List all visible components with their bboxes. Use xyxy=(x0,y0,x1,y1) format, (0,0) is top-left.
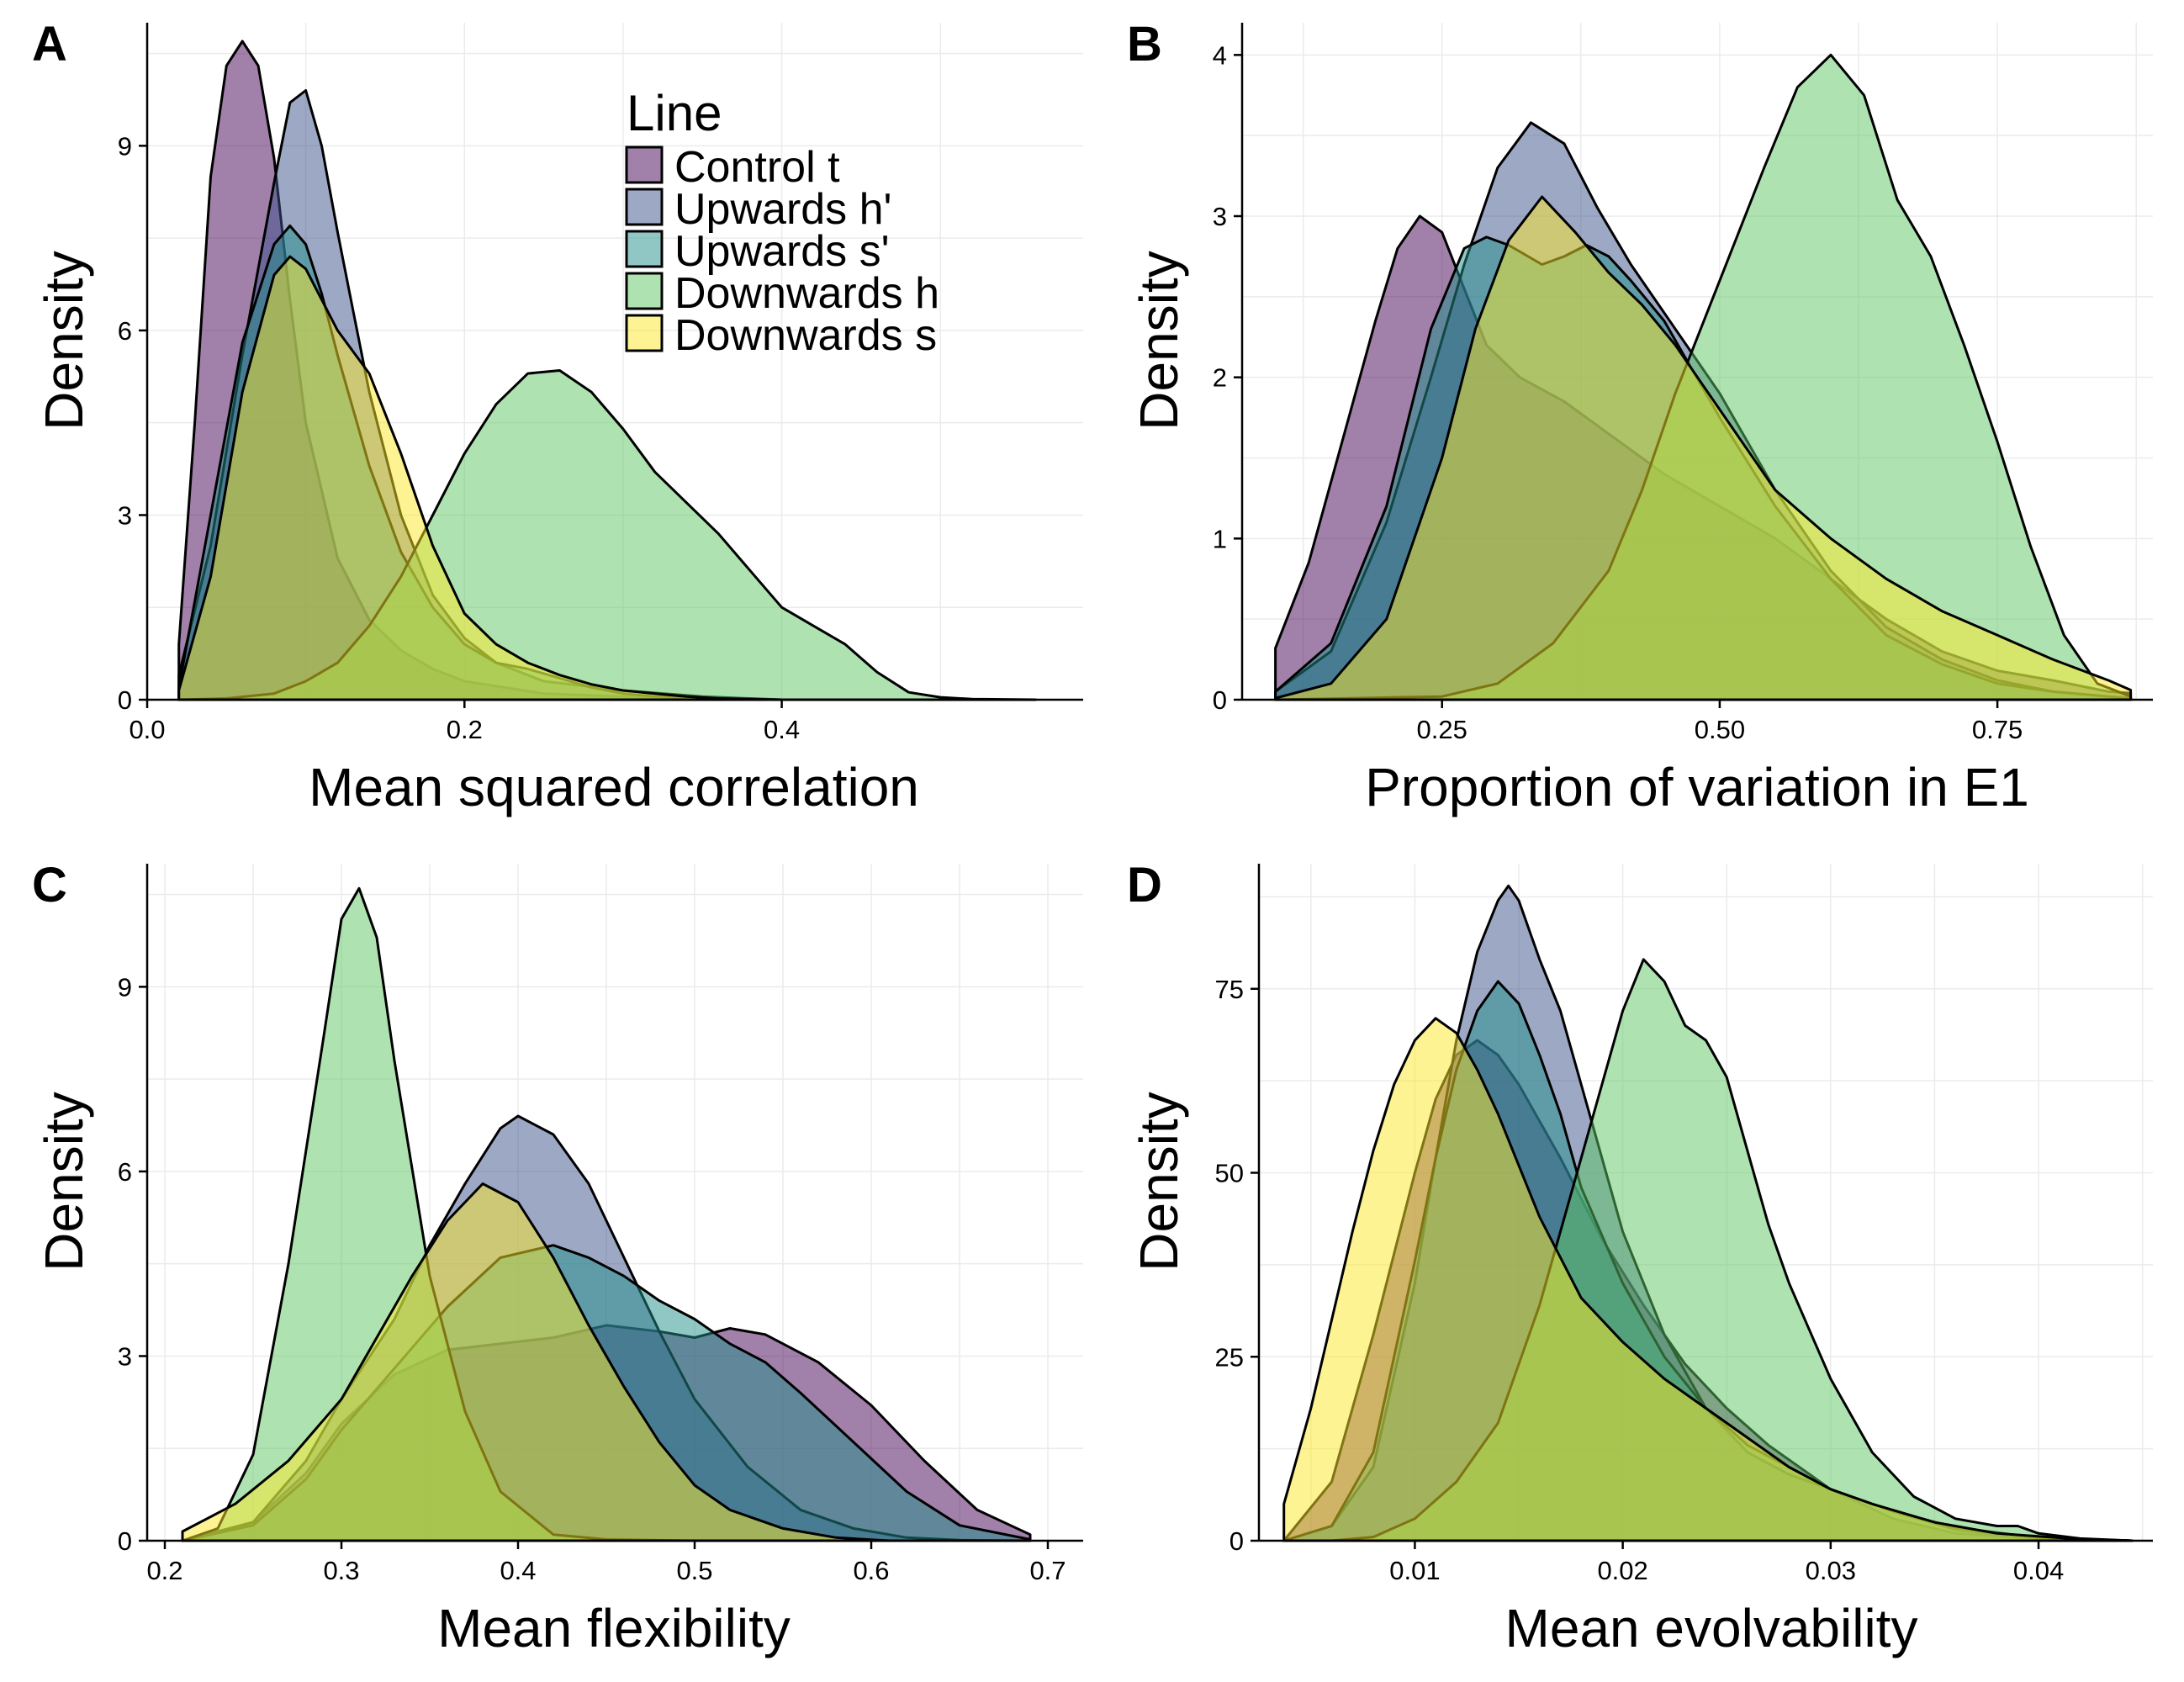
panel-c-y-tick-label: 6 xyxy=(118,1157,132,1187)
panel-d-x-axis-title: Mean evolvability xyxy=(1505,1598,1918,1658)
panel-a-y-axis-title: Density xyxy=(34,251,94,430)
panel-c-y-tick-label: 9 xyxy=(118,972,132,1002)
legend-label-control-t: Control t xyxy=(674,143,840,192)
panel-d-x-tick-label: 0.04 xyxy=(2013,1556,2064,1585)
panel-c-x-tick-label: 0.3 xyxy=(323,1556,359,1585)
panel-a-axes: 0.0 0.2 0.4 0 3 6 9 xyxy=(118,23,1083,744)
panel-c-density-downwards-s xyxy=(181,1182,891,1542)
panel-c: 0.2 0.3 0.4 0.5 0.6 0.7 0 3 6 9 C Mean flexibilit… xyxy=(32,858,1083,1658)
panel-b-y-axis-title: Density xyxy=(1129,251,1189,430)
panel-b-y-tick-label: 1 xyxy=(1213,524,1227,553)
legend-entry-control-t: Control t xyxy=(625,143,840,192)
panel-c-x-tick-label: 0.6 xyxy=(853,1556,889,1585)
panel-c-x-tick-label: 0.2 xyxy=(146,1556,182,1585)
panel-a: 0.0 0.2 0.4 0 3 6 9 A Mean squared correlation… xyxy=(32,17,1083,817)
legend-entry-upwards-s: Upwards s' xyxy=(625,227,890,276)
panel-c-densities xyxy=(181,886,1032,1542)
panel-b-y-tick-label: 4 xyxy=(1213,40,1227,70)
legend-entry-downwards-s: Downwards s xyxy=(625,311,937,360)
panel-a-x-tick-label: 0.2 xyxy=(447,715,483,744)
panel-b-y-tick-label: 0 xyxy=(1213,685,1227,715)
panel-a-y-tick-label: 0 xyxy=(118,685,132,715)
legend-key-downwards-s xyxy=(625,314,664,352)
panel-b-x-tick-label: 0.50 xyxy=(1695,715,1745,744)
panel-b-x-tick-label: 0.75 xyxy=(1972,715,2023,744)
legend-label-upwards-h: Upwards h' xyxy=(674,185,891,234)
panel-d: 0.01 0.02 0.03 0.04 0 25 50 75 D Mean evolvabil… xyxy=(1127,858,2153,1658)
panel-c-x-tick-label: 0.5 xyxy=(676,1556,712,1585)
panel-d-densities xyxy=(1282,884,2134,1542)
panel-b-x-tick-label: 0.25 xyxy=(1417,715,1467,744)
panel-a-density-downwards-s xyxy=(177,255,784,701)
legend-key-upwards-h xyxy=(625,188,664,226)
panel-c-x-tick-label: 0.4 xyxy=(500,1556,536,1585)
panel-b-density-downwards-s xyxy=(1274,195,2133,701)
panel-a-y-tick-label: 3 xyxy=(118,500,132,530)
panel-a-x-tick-label: 0.0 xyxy=(129,715,165,744)
panel-a-y-tick-label: 6 xyxy=(118,316,132,346)
panel-b: 0.25 0.50 0.75 0 1 2 3 4 B Proportion of variat… xyxy=(1127,17,2153,817)
panel-a-letter: A xyxy=(32,17,67,71)
panel-d-x-tick-label: 0.01 xyxy=(1389,1556,1440,1585)
legend-title: Line xyxy=(627,85,722,141)
panel-d-y-axis-title: Density xyxy=(1129,1092,1189,1271)
panel-d-y-tick-label: 0 xyxy=(1229,1526,1244,1556)
panel-b-x-axis-title: Proportion of variation in E1 xyxy=(1365,757,2029,817)
panel-c-y-tick-label: 0 xyxy=(118,1526,132,1556)
panel-a-densities xyxy=(177,40,1037,701)
panel-d-y-tick-label: 75 xyxy=(1215,975,1244,1004)
panel-c-y-axis-title: Density xyxy=(34,1092,94,1271)
panel-b-y-tick-label: 2 xyxy=(1213,363,1227,393)
panel-b-axes: 0.25 0.50 0.75 0 1 2 3 4 xyxy=(1213,23,2153,744)
legend-key-downwards-h xyxy=(625,272,664,310)
legend-entry-upwards-h: Upwards h' xyxy=(625,185,891,234)
panel-b-letter: B xyxy=(1127,17,1162,71)
panel-c-x-tick-label: 0.7 xyxy=(1029,1556,1066,1585)
panel-d-y-tick-label: 50 xyxy=(1215,1159,1244,1188)
panel-d-x-tick-label: 0.02 xyxy=(1597,1556,1647,1585)
panel-a-x-axis-title: Mean squared correlation xyxy=(309,757,919,817)
legend-key-upwards-s xyxy=(625,230,664,268)
panel-c-letter: C xyxy=(32,858,67,912)
panel-a-x-tick-label: 0.4 xyxy=(764,715,800,744)
panel-a-y-tick-label: 9 xyxy=(118,131,132,161)
legend: Line Control t Upwards h' Upwards s' Dow… xyxy=(625,85,939,360)
panel-c-axes: 0.2 0.3 0.4 0.5 0.6 0.7 0 3 6 9 xyxy=(118,864,1083,1585)
panel-c-y-tick-label: 3 xyxy=(118,1341,132,1371)
panel-d-letter: D xyxy=(1127,858,1162,912)
legend-label-downwards-h: Downwards h xyxy=(674,269,939,318)
legend-label-downwards-s: Downwards s xyxy=(674,311,937,360)
legend-key-control-t xyxy=(625,145,664,184)
panel-c-x-axis-title: Mean flexibility xyxy=(437,1598,791,1658)
legend-label-upwards-s: Upwards s' xyxy=(674,227,890,276)
panel-d-axes: 0.01 0.02 0.03 0.04 0 25 50 75 xyxy=(1215,864,2153,1585)
panel-d-y-tick-label: 25 xyxy=(1215,1342,1244,1372)
legend-entry-downwards-h: Downwards h xyxy=(625,269,939,318)
panel-d-density-downwards-s xyxy=(1282,1017,2134,1542)
panel-b-densities xyxy=(1274,53,2133,701)
panel-b-y-tick-label: 3 xyxy=(1213,202,1227,231)
panel-d-x-tick-label: 0.03 xyxy=(1806,1556,1856,1585)
